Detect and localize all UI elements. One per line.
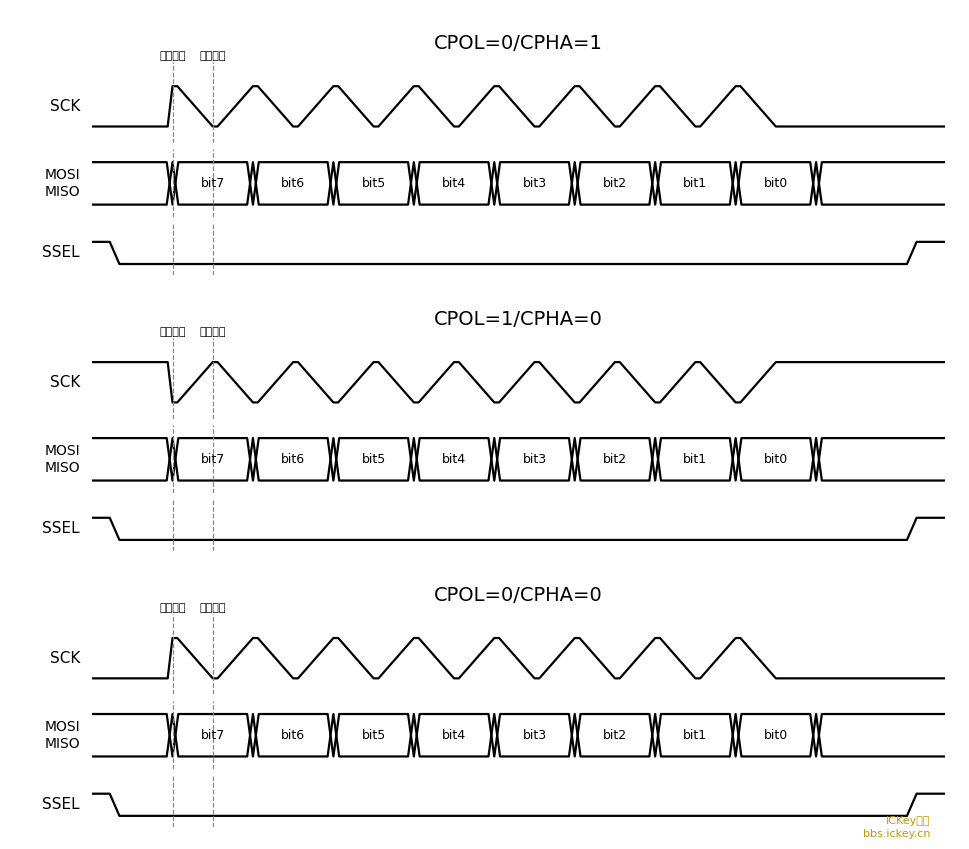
Text: SSEL: SSEL: [43, 245, 80, 261]
Text: bit6: bit6: [281, 453, 305, 466]
Text: 数据采样: 数据采样: [159, 603, 186, 613]
Text: bit1: bit1: [683, 453, 707, 466]
Text: bit6: bit6: [281, 728, 305, 742]
Text: bit5: bit5: [361, 728, 386, 742]
Text: bit0: bit0: [764, 453, 788, 466]
Text: bit2: bit2: [603, 177, 627, 190]
Text: 数据输出: 数据输出: [200, 603, 226, 613]
Text: bit7: bit7: [201, 453, 225, 466]
Text: CPOL=1/CPHA=0: CPOL=1/CPHA=0: [434, 310, 603, 329]
Text: bit4: bit4: [442, 177, 466, 190]
Text: 数据采样: 数据采样: [200, 51, 226, 61]
Text: bit0: bit0: [764, 728, 788, 742]
Text: MOSI
MISO: MOSI MISO: [45, 720, 80, 751]
Text: bit2: bit2: [603, 728, 627, 742]
Text: bit5: bit5: [361, 453, 386, 466]
Text: bit1: bit1: [683, 728, 707, 742]
Text: SCK: SCK: [49, 98, 80, 114]
Text: SSEL: SSEL: [43, 797, 80, 812]
Text: bit0: bit0: [764, 177, 788, 190]
Text: SSEL: SSEL: [43, 521, 80, 537]
Text: bit1: bit1: [683, 177, 707, 190]
Text: CPOL=0/CPHA=0: CPOL=0/CPHA=0: [434, 586, 603, 604]
Text: bit4: bit4: [442, 453, 466, 466]
Text: 数据输出: 数据输出: [200, 327, 226, 337]
Text: SCK: SCK: [49, 650, 80, 666]
Text: bit4: bit4: [442, 728, 466, 742]
Text: bit3: bit3: [522, 728, 547, 742]
Text: 数据输出: 数据输出: [159, 51, 186, 61]
Text: bit2: bit2: [603, 453, 627, 466]
Text: bit6: bit6: [281, 177, 305, 190]
Text: bit7: bit7: [201, 177, 225, 190]
Text: CPOL=0/CPHA=1: CPOL=0/CPHA=1: [434, 34, 603, 53]
Text: bit3: bit3: [522, 453, 547, 466]
Text: SCK: SCK: [49, 374, 80, 390]
Text: bit3: bit3: [522, 177, 547, 190]
Text: MOSI
MISO: MOSI MISO: [45, 444, 80, 475]
Text: bit7: bit7: [201, 728, 225, 742]
Text: MOSI
MISO: MOSI MISO: [45, 168, 80, 199]
Text: bit5: bit5: [361, 177, 386, 190]
Text: 数据采样: 数据采样: [159, 327, 186, 337]
Text: ICKey社区
bbs.ickey.cn: ICKey社区 bbs.ickey.cn: [862, 816, 930, 839]
